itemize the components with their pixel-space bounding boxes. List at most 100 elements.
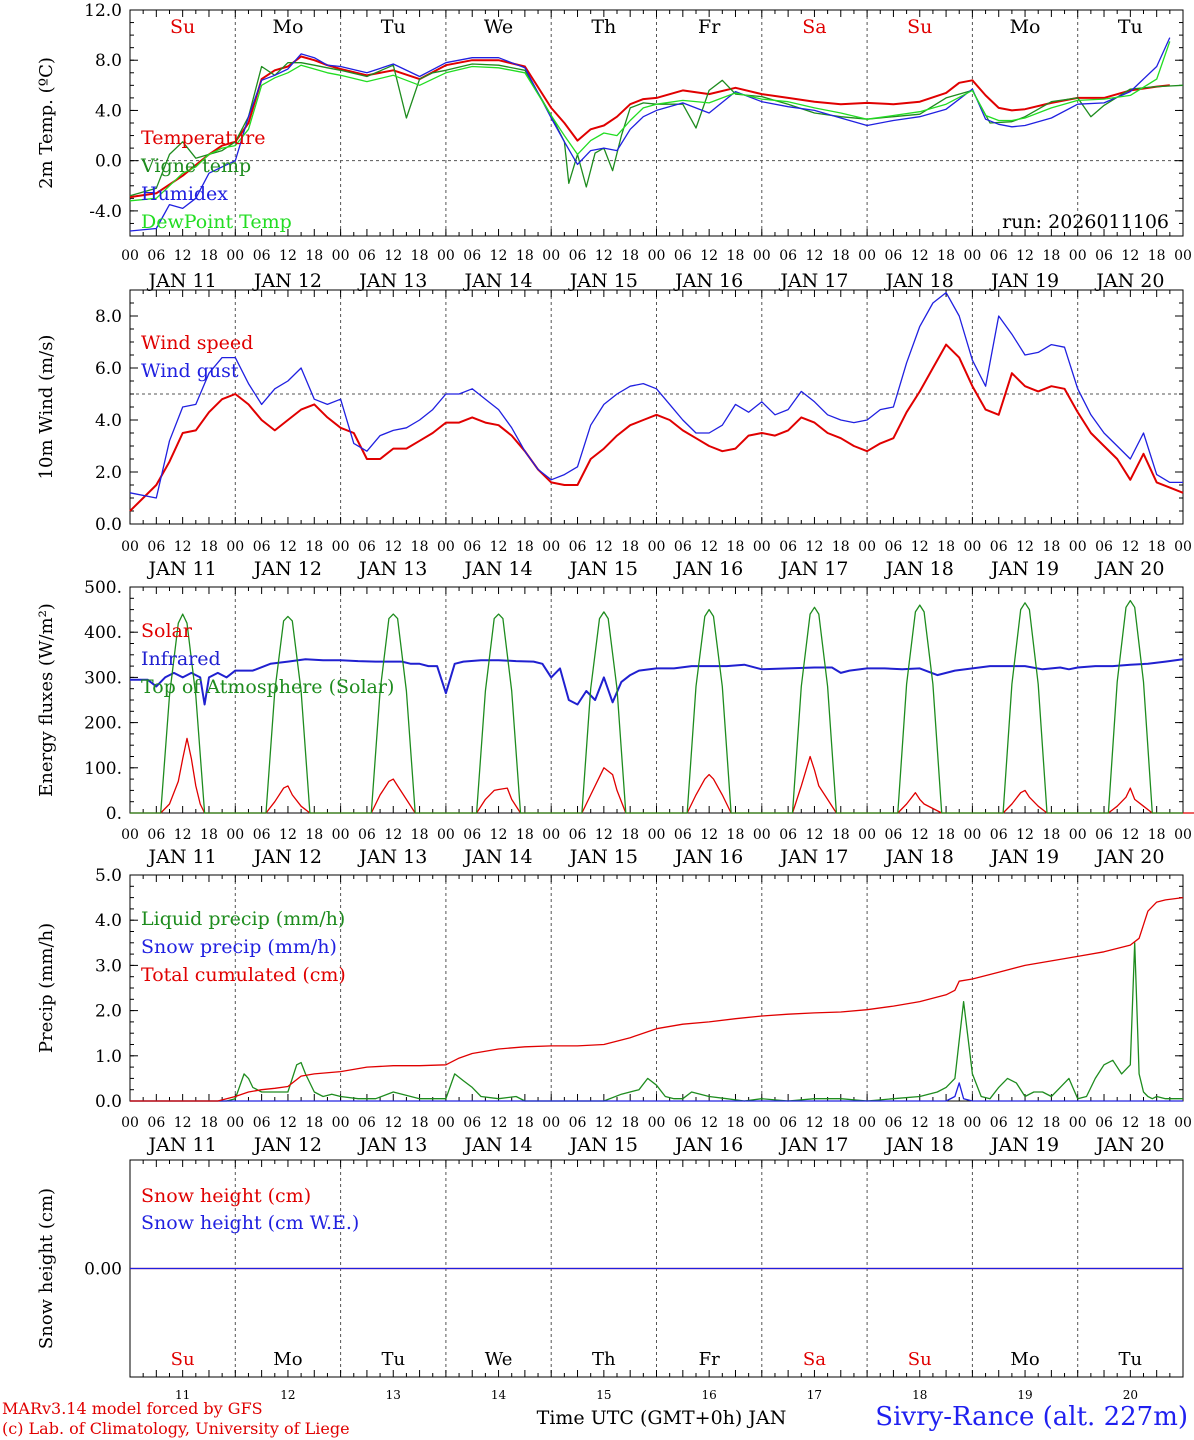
date-label: JAN 15 <box>568 558 638 580</box>
y-tick-label: 500. <box>84 578 122 598</box>
weekday-label: Th <box>592 1349 616 1370</box>
panel-5: 0.00 Snow height (cm) Snow height (cm) Snow… <box>36 1159 1184 1429</box>
hour-label: 18 <box>516 539 534 555</box>
date-label: JAN 14 <box>462 270 532 292</box>
y-axis-label: 2m Temp. (ºC) <box>36 57 57 189</box>
y-tick-label: 6.0 <box>95 359 122 379</box>
date-label: JAN 17 <box>778 270 848 292</box>
hour-label: 06 <box>358 1115 376 1131</box>
y-tick-label: 4.0 <box>95 101 122 121</box>
hour-label: 18 <box>727 248 745 264</box>
day-number-label: 12 <box>280 1388 295 1402</box>
hour-label: 00 <box>963 1115 981 1131</box>
hour-label: 00 <box>226 827 244 843</box>
hour-label: 12 <box>911 248 929 264</box>
y-tick-label: 300. <box>84 668 122 688</box>
weekday-label: Su <box>171 1349 195 1370</box>
hour-label: 06 <box>253 539 271 555</box>
hour-label: 18 <box>411 1115 429 1131</box>
hour-label: 12 <box>279 539 297 555</box>
hour-label: 00 <box>542 827 560 843</box>
hour-label: 12 <box>384 1115 402 1131</box>
hour-label: 12 <box>279 827 297 843</box>
hour-label: 06 <box>569 1115 587 1131</box>
hour-label: 12 <box>595 539 613 555</box>
date-label: JAN 20 <box>1094 558 1164 580</box>
weekday-label: We <box>484 16 513 38</box>
hour-label: 18 <box>516 248 534 264</box>
hour-label: 18 <box>832 539 850 555</box>
weekday-label: Tu <box>1119 1349 1143 1370</box>
hour-label: 00 <box>1069 1115 1087 1131</box>
hour-label: 18 <box>937 248 955 264</box>
date-label: JAN 19 <box>989 558 1059 580</box>
weekday-label: Mo <box>1010 16 1041 38</box>
hour-label: 12 <box>1016 539 1034 555</box>
hour-label: 00 <box>1069 539 1087 555</box>
series-line <box>130 1082 1183 1102</box>
run-label: run: 2026011106 <box>1002 211 1169 233</box>
hour-label: 06 <box>779 539 797 555</box>
date-label: JAN 14 <box>462 1134 532 1156</box>
y-axis-label: 10m Wind (m/s) <box>36 335 57 480</box>
hour-label: 00 <box>332 827 350 843</box>
hour-label: 06 <box>779 1115 797 1131</box>
hour-label: 06 <box>885 248 903 264</box>
hour-label: 06 <box>358 539 376 555</box>
hour-label: 18 <box>832 827 850 843</box>
hour-label: 12 <box>700 248 718 264</box>
hour-label: 06 <box>569 827 587 843</box>
date-label: JAN 18 <box>884 558 954 580</box>
series-line <box>129 41 1171 202</box>
hour-label: 18 <box>937 1115 955 1131</box>
date-label: JAN 19 <box>989 1134 1059 1156</box>
hour-label: 18 <box>200 539 218 555</box>
day-number-label: 13 <box>386 1388 401 1402</box>
y-tick-label: -4.0 <box>89 202 122 222</box>
hour-label: 06 <box>147 539 165 555</box>
y-tick-label: 3.0 <box>95 956 122 976</box>
hour-label: 06 <box>463 827 481 843</box>
hour-label: 00 <box>963 827 981 843</box>
hour-label: 12 <box>595 1115 613 1131</box>
weekday-label: Tu <box>1118 16 1143 38</box>
station-name: Sivry-Rance (alt. 227m) <box>875 1402 1188 1432</box>
hour-label: 18 <box>411 539 429 555</box>
weekday-label: Su <box>170 16 195 38</box>
hour-label: 00 <box>121 827 139 843</box>
date-label: JAN 15 <box>568 846 638 868</box>
hour-label: 18 <box>200 1115 218 1131</box>
hour-label: 12 <box>1016 248 1034 264</box>
weekday-label: Fr <box>699 1349 720 1370</box>
hour-label: 00 <box>437 827 455 843</box>
hour-label: 12 <box>1016 827 1034 843</box>
legend-entry: Solar <box>141 620 193 642</box>
hour-label: 12 <box>1121 539 1139 555</box>
legend-entry: Snow precip (mm/h) <box>141 936 337 958</box>
legend-entry: Liquid precip (mm/h) <box>141 908 345 930</box>
hour-label: 12 <box>174 248 192 264</box>
y-tick-label: 4.0 <box>95 411 122 431</box>
hour-label: 00 <box>437 1115 455 1131</box>
hour-label: 12 <box>174 539 192 555</box>
hour-label: 12 <box>700 827 718 843</box>
hour-label: 06 <box>990 1115 1008 1131</box>
y-tick-label: 0.0 <box>95 152 122 172</box>
hour-label: 18 <box>305 248 323 264</box>
hour-label: 06 <box>1095 1115 1113 1131</box>
hour-label: 12 <box>174 827 192 843</box>
hour-label: 12 <box>806 1115 824 1131</box>
weekday-label: Fr <box>698 16 721 38</box>
y-tick-label: 2.0 <box>95 1002 122 1022</box>
hour-label: 00 <box>963 539 981 555</box>
date-label: JAN 16 <box>673 1134 743 1156</box>
hour-label: 18 <box>305 539 323 555</box>
hour-label: 06 <box>463 248 481 264</box>
y-tick-label: 200. <box>84 714 122 734</box>
date-label: JAN 19 <box>989 846 1059 868</box>
weekday-label: Mo <box>273 1349 302 1370</box>
date-label: JAN 13 <box>357 846 427 868</box>
hour-label: 18 <box>1148 539 1166 555</box>
hour-label: 00 <box>332 1115 350 1131</box>
hour-label: 18 <box>937 827 955 843</box>
